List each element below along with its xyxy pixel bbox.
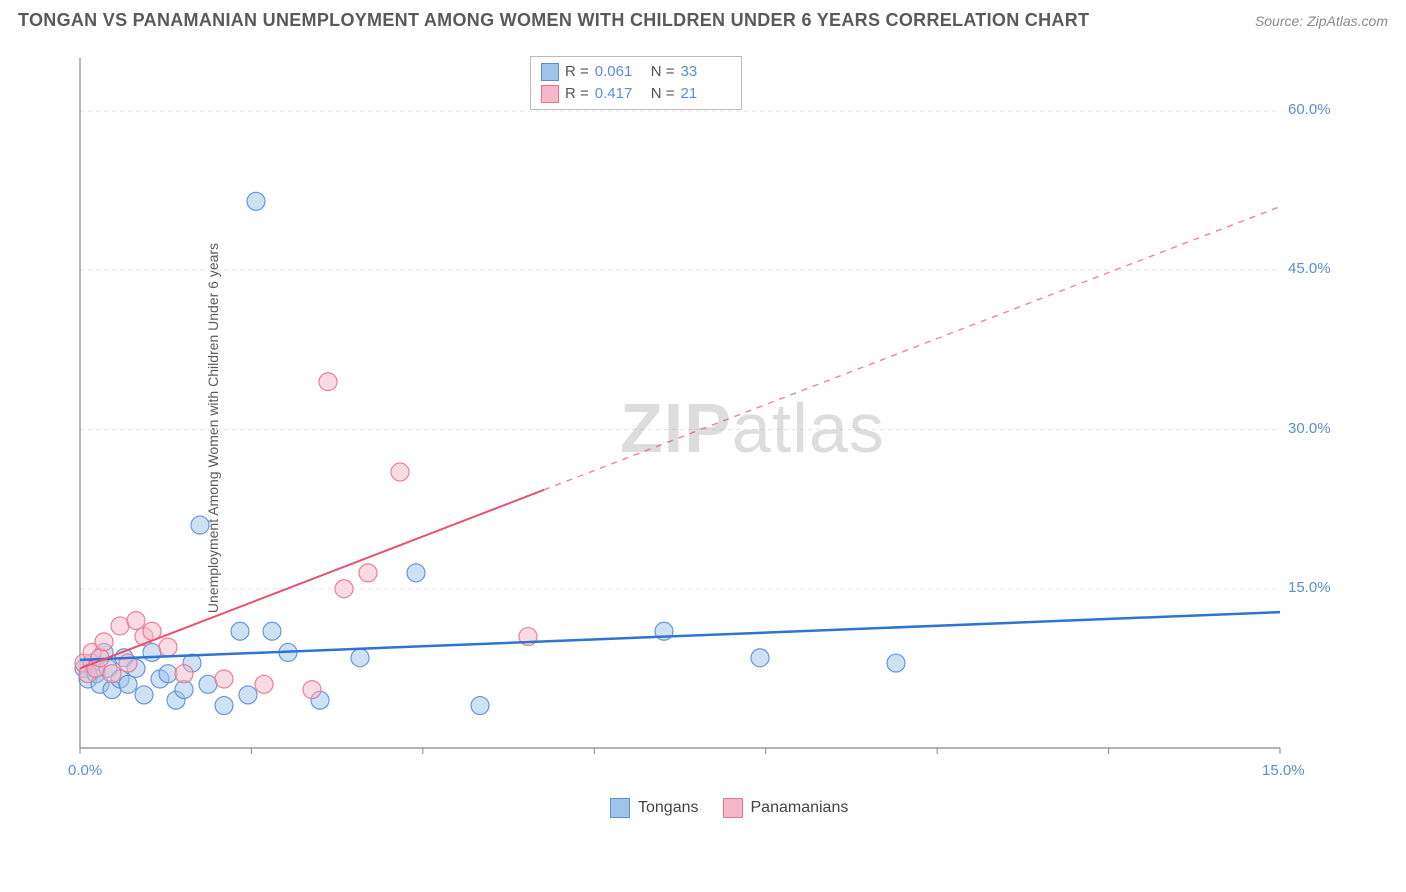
- legend-swatch: [723, 798, 743, 818]
- legend-label: Tongans: [638, 799, 699, 817]
- stat-r-value: 0.417: [595, 83, 645, 105]
- stat-n-value: 33: [681, 61, 731, 83]
- scatter-plot: [70, 48, 1340, 788]
- stat-r-label: R =: [565, 61, 589, 83]
- y-tick-label: 15.0%: [1288, 579, 1331, 596]
- legend-swatch: [541, 63, 559, 81]
- y-tick-label: 45.0%: [1288, 260, 1331, 277]
- series-legend: Tongans Panamanians: [610, 798, 848, 818]
- stats-legend: R = 0.061 N = 33 R = 0.417 N = 21: [530, 56, 742, 110]
- legend-item: Panamanians: [723, 798, 849, 818]
- legend-label: Panamanians: [751, 799, 849, 817]
- y-tick-label: 30.0%: [1288, 420, 1331, 437]
- stat-n-value: 21: [681, 83, 731, 105]
- chart-source: Source: ZipAtlas.com: [1255, 13, 1388, 29]
- stat-legend-row: R = 0.061 N = 33: [541, 61, 731, 83]
- legend-item: Tongans: [610, 798, 699, 818]
- x-tick-label: 15.0%: [1262, 762, 1305, 779]
- stat-r-value: 0.061: [595, 61, 645, 83]
- y-tick-label: 60.0%: [1288, 101, 1331, 118]
- stat-n-label: N =: [651, 61, 675, 83]
- chart-container: Unemployment Among Women with Children U…: [50, 48, 1390, 808]
- legend-swatch: [610, 798, 630, 818]
- chart-title: TONGAN VS PANAMANIAN UNEMPLOYMENT AMONG …: [18, 10, 1089, 31]
- stat-n-label: N =: [651, 83, 675, 105]
- x-tick-label: 0.0%: [68, 762, 102, 779]
- stat-r-label: R =: [565, 83, 589, 105]
- legend-swatch: [541, 85, 559, 103]
- stat-legend-row: R = 0.417 N = 21: [541, 83, 731, 105]
